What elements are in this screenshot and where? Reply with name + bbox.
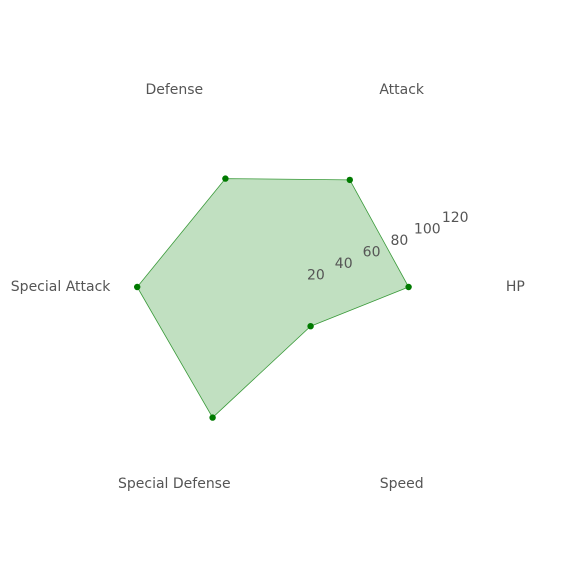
axis-label-special-attack: Special Attack — [11, 279, 111, 295]
data-point-hp — [405, 283, 412, 291]
data-point-special-defense — [209, 414, 216, 421]
axis-label-speed: Speed — [380, 476, 424, 492]
axis-labels: HP Attack Defense Special Attack Special Def… — [11, 82, 525, 492]
marker-layer — [134, 175, 412, 421]
data-point-attack — [346, 176, 353, 184]
radial-tick-label: 100 — [414, 221, 441, 237]
axis-label-defense: Defense — [145, 82, 203, 98]
axis-label-special-defense: Special Defense — [118, 476, 231, 492]
radial-tick-label: 120 — [442, 210, 469, 226]
radial-tick-label: 20 — [307, 268, 325, 284]
radial-tick-label: 80 — [390, 233, 408, 249]
series-area — [136, 178, 410, 419]
radial-tick-label: 60 — [363, 244, 381, 260]
data-point-defense — [222, 175, 229, 182]
radial-tick-label: 40 — [335, 256, 353, 272]
area-layer — [136, 178, 410, 419]
axis-label-hp: HP — [506, 279, 525, 295]
axis-label-attack: Attack — [379, 82, 425, 98]
data-point-special-attack — [134, 283, 141, 291]
data-point-speed — [307, 323, 314, 330]
